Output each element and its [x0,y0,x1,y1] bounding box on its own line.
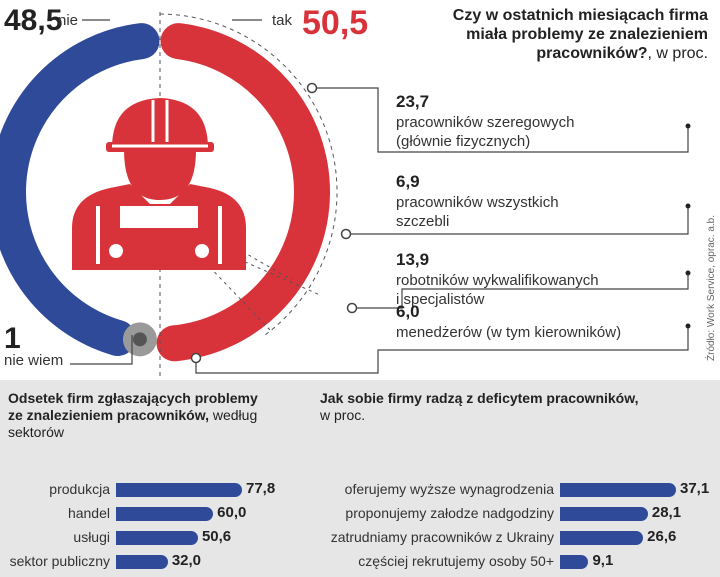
worker-helmet-icon [72,98,246,270]
bar-value-label: 28,1 [651,504,682,521]
worker-helmet-ridge [151,100,169,142]
leader-end-dot [685,323,691,329]
bar [116,555,168,569]
worker-button-right [195,244,209,258]
deficit-title: Jak sobie firmy radzą z deficytem pracow… [320,390,710,424]
slice-no [0,23,160,357]
breakdown-label: (głównie fizycznych) [396,133,531,150]
label-connector [70,335,133,365]
bar-value-label: 37,1 [680,480,710,497]
bar-value-label: 26,6 [647,528,677,545]
source-note: Źródło: Work Service, oprac. a.b. [706,215,717,361]
breakdown-value: 13,9 [396,250,430,269]
breakdown-item: 13,9 robotników wykwalifikowanych i spec… [396,250,599,309]
bar-category-label: oferujemy wyższe wynagrodzenia [344,481,554,497]
breakdown-label: i specjalistów [396,291,485,308]
bar-value-label: 60,0 [217,504,247,521]
breakdown-label: robotników wykwalifikowanych [396,272,599,289]
leader-dot [340,228,352,240]
leader-line [316,87,689,153]
worker-strap-right [198,192,218,228]
breakdown-value: 6,0 [396,302,420,321]
bar [116,531,198,545]
bar [560,531,644,545]
worker-strap-left [100,192,120,228]
breakdown-label: menedżerów (w tym kierowników) [396,324,622,341]
title-line-1: Czy w ostatnich miesiącach firma [452,7,708,24]
breakdown-item: 6,0 menedżerów (w tym kierowników) [396,302,621,342]
label-yes: tak [272,12,293,29]
breakdown-value: 23,7 [396,92,430,111]
worker-helmet [112,98,208,148]
bottom-panel: Odsetek firm zgłaszających problemy ze z… [0,380,720,577]
bar-category-label: częściej rekrutujemy osoby 50+ [358,553,554,569]
title-unit: , w proc. [647,45,708,62]
value-no: 48,5 [4,4,63,37]
leader-dot [190,352,202,364]
deficit-subtitle: w proc. [320,407,366,423]
bar [116,507,214,521]
breakdown-item: 23,7 pracowników szeregowych (głównie fi… [396,92,574,151]
sectors-title-rest: według [208,407,258,423]
breakdown-value: 6,9 [396,172,420,191]
bar-category-label: zatrudniamy pracowników z Ukrainy [330,529,554,545]
title-line-2: miała problemy ze znalezieniem [466,26,708,43]
breakdown-label: pracowników szeregowych [396,114,575,131]
bar-value-label: 9,1 [592,552,614,569]
worker-button-left [109,244,123,258]
bar-value-label: 50,6 [201,528,232,545]
leader-line [356,273,689,309]
sectors-title-line-1: Odsetek firm zgłaszających problemy [8,390,258,406]
worker-head [124,150,196,200]
breakdown-item: 6,9 pracowników wszystkich szczebli [396,172,559,231]
value-yes: 50,5 [302,4,369,42]
slice-yes [156,23,330,362]
leader-end-dot [685,270,691,276]
leader-end-dot [685,123,691,129]
value-dontknow: 1 [4,322,21,355]
bar-category-label: produkcja [49,481,110,497]
sectors-title-line-2: ze znalezieniem pracowników, [8,407,209,423]
bar-category-label: usługi [73,529,110,545]
breakdown-label: szczebli [396,213,450,230]
main-title: Czy w ostatnich miesiącach firma miała p… [408,6,708,63]
bar [116,483,242,497]
label-dontknow: nie wiem [4,352,64,369]
bar [560,507,648,521]
leader-end-dot [685,203,691,209]
slice-dontknow-hole [132,332,147,347]
bar-value-label: 32,0 [171,552,202,569]
leader-dot [346,302,358,314]
bar-category-label: sektor publiczny [9,553,110,569]
title-line-3: pracowników? [536,45,648,62]
bar-value-label: 77,8 [246,480,276,497]
bar-category-label: proponujemy załodze nadgodziny [345,505,554,521]
leader-line [195,326,689,374]
breakdown-label: pracowników wszystkich [396,194,559,211]
bar [560,555,589,569]
bar-category-label: handel [67,505,110,521]
dashed-guide [159,13,338,336]
leader-dot [306,82,318,94]
sectors-title: Odsetek firm zgłaszających problemy ze z… [8,390,308,441]
deficit-title-main: Jak sobie firmy radzą z deficytem pracow… [320,390,639,406]
bar [560,483,676,497]
sectors-subtitle: sektorów [8,424,65,440]
label-no: nie [58,12,79,29]
leader-line [350,206,689,235]
